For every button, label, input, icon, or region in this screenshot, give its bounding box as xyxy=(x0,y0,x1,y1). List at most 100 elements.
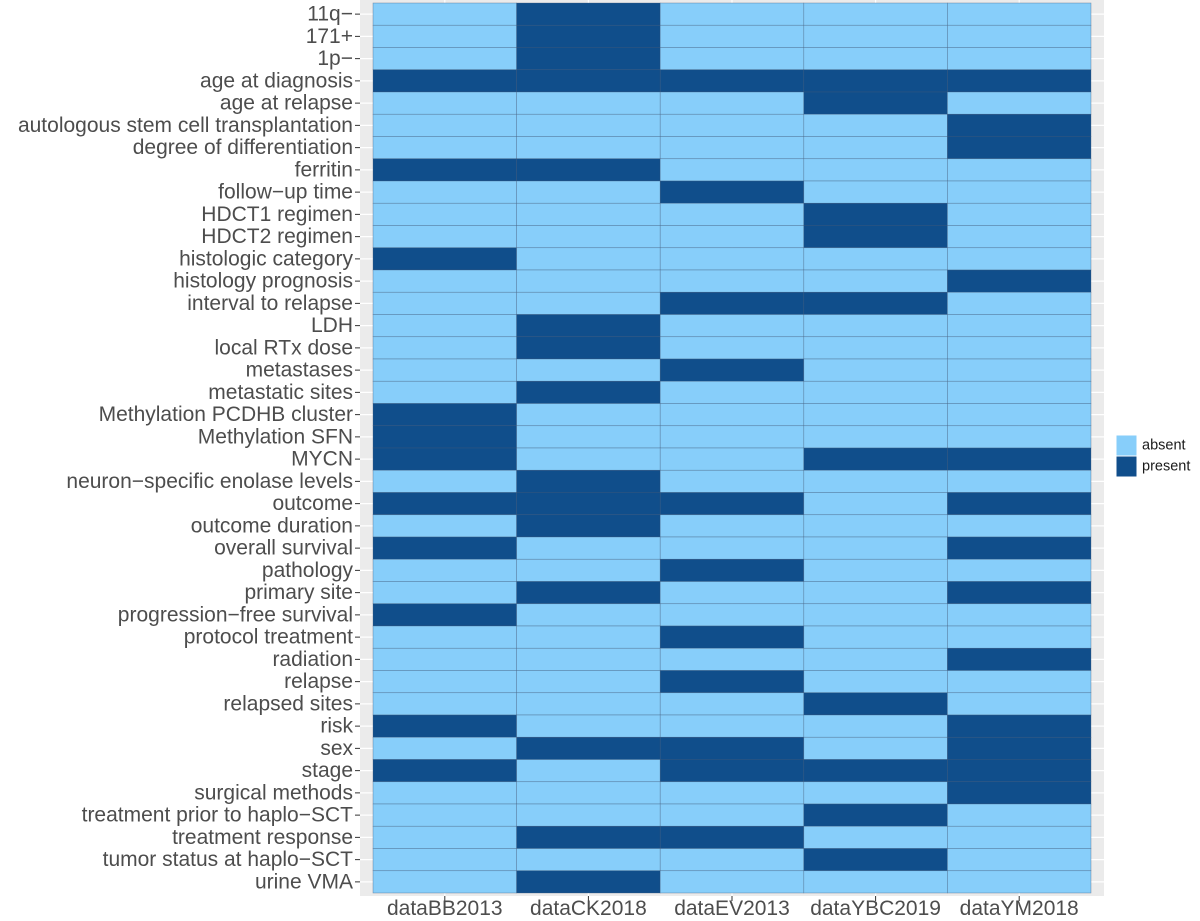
heatmap-tile-present xyxy=(659,180,805,204)
heatmap-tile-absent xyxy=(516,225,661,249)
heatmap-tile-absent xyxy=(659,113,805,137)
heatmap-tile-absent xyxy=(372,225,517,249)
y-tick-label-degree-of-differentiation: degree of differentiation xyxy=(133,136,353,159)
heatmap-tile-absent xyxy=(947,47,1092,71)
heatmap-tile-present xyxy=(947,136,1092,160)
y-tick-label-metastases: metastases xyxy=(246,359,353,382)
y-tick-label-outcome: outcome xyxy=(272,492,353,515)
heatmap-tile-absent xyxy=(803,670,948,694)
heatmap-tile-absent xyxy=(659,136,805,160)
heatmap-tile-absent xyxy=(372,113,517,137)
heatmap-tile-present xyxy=(947,113,1092,137)
heatmap-tile-absent xyxy=(516,269,661,293)
heatmap-tile-present xyxy=(516,69,661,93)
heatmap-tile-absent xyxy=(659,603,805,627)
heatmap-tile-absent xyxy=(803,158,948,182)
heatmap-tile-absent xyxy=(659,781,805,805)
y-tick-label-methylation-pcdhb-cluster: Methylation PCDHB cluster xyxy=(99,403,353,426)
heatmap-tile-absent xyxy=(659,514,805,538)
heatmap-tile-absent xyxy=(372,136,517,160)
y-tick-label-treatment-response: treatment response xyxy=(172,826,353,849)
y-tick-label-relapse: relapse xyxy=(284,670,353,693)
heatmap-tile-absent xyxy=(659,24,805,48)
heatmap-tile-absent xyxy=(947,202,1092,226)
heatmap-tile-absent xyxy=(659,647,805,671)
heatmap-tile-present xyxy=(516,24,661,48)
heatmap-tile-present xyxy=(659,670,805,694)
y-tick-label-ldh: LDH xyxy=(311,314,353,337)
heatmap-tile-absent xyxy=(803,647,948,671)
x-tick-label-dataev2013: dataEV2013 xyxy=(674,897,790,916)
heatmap-tile-absent xyxy=(947,825,1092,849)
heatmap-tile-absent xyxy=(659,2,805,26)
y-tick-label-stage: stage xyxy=(302,759,353,782)
heatmap-tile-absent xyxy=(803,603,948,627)
heatmap-tile-present xyxy=(659,358,805,382)
heatmap-tile-absent xyxy=(659,247,805,271)
heatmap-tile-absent xyxy=(803,269,948,293)
heatmap-tile-absent xyxy=(372,581,517,605)
heatmap-tile-absent xyxy=(803,136,948,160)
heatmap-tile-absent xyxy=(803,2,948,26)
heatmap-tile-absent xyxy=(659,225,805,249)
heatmap-tile-absent xyxy=(516,558,661,582)
heatmap-tile-absent xyxy=(659,91,805,115)
y-tick-label-interval-to-relapse: interval to relapse xyxy=(187,292,353,315)
heatmap-tile-absent xyxy=(659,425,805,449)
heatmap-tile-absent xyxy=(803,581,948,605)
heatmap-tile-absent xyxy=(659,269,805,293)
heatmap-tile-absent xyxy=(803,514,948,538)
heatmap-tile-absent xyxy=(803,714,948,738)
y-tick-label-age-at-diagnosis: age at diagnosis xyxy=(200,69,353,92)
heatmap-tile-present xyxy=(947,447,1092,471)
heatmap-tile-absent xyxy=(659,314,805,338)
heatmap-tile-absent xyxy=(516,848,661,872)
heatmap-tile-absent xyxy=(803,358,948,382)
heatmap-tile-absent xyxy=(372,314,517,338)
y-tick-label-pathology: pathology xyxy=(262,559,354,582)
heatmap-tile-absent xyxy=(947,514,1092,538)
heatmap-tile-absent xyxy=(516,136,661,160)
y-tick-label-relapsed-sites: relapsed sites xyxy=(223,692,353,715)
y-tick-label-age-at-relapse: age at relapse xyxy=(220,92,353,115)
heatmap-tile-absent xyxy=(516,759,661,783)
heatmap-tile-absent xyxy=(803,558,948,582)
heatmap-tile-absent xyxy=(659,403,805,427)
heatmap-tile-absent xyxy=(803,314,948,338)
heatmap-tile-present xyxy=(516,581,661,605)
heatmap-tile-present xyxy=(947,714,1092,738)
heatmap-tile-absent xyxy=(947,158,1092,182)
legend-label-present: present xyxy=(1142,459,1190,475)
heatmap-tile-absent xyxy=(516,291,661,315)
heatmap-tile-present xyxy=(516,736,661,760)
heatmap-tile-absent xyxy=(947,2,1092,26)
heatmap-tile-absent xyxy=(516,91,661,115)
heatmap-tile-present xyxy=(516,469,661,493)
heatmap-tile-present xyxy=(659,759,805,783)
y-tick-label-hdct2-regimen: HDCT2 regimen xyxy=(201,225,353,248)
legend-key-absent xyxy=(1115,434,1138,457)
heatmap-tile-absent xyxy=(372,269,517,293)
heatmap-tile-absent xyxy=(372,692,517,716)
heatmap-tile-present xyxy=(372,759,517,783)
heatmap-tile-present xyxy=(803,759,948,783)
heatmap-tile-present xyxy=(659,558,805,582)
heatmap-tile-absent xyxy=(947,692,1092,716)
heatmap-tile-absent xyxy=(372,736,517,760)
heatmap-tile-absent xyxy=(659,714,805,738)
heatmap-tile-absent xyxy=(947,803,1092,827)
heatmap-tile-absent xyxy=(803,425,948,449)
heatmap-tile-present xyxy=(659,492,805,516)
heatmap-tile-absent xyxy=(803,536,948,560)
heatmap-tile-absent xyxy=(659,202,805,226)
y-tick-label-treatment-prior-to-haplo-sct: treatment prior to haplo−SCT xyxy=(82,804,354,827)
y-tick-label-metastatic-sites: metastatic sites xyxy=(208,381,353,404)
heatmap-tile-present xyxy=(372,447,517,471)
heatmap-tile-present xyxy=(372,492,517,516)
heatmap-tile-absent xyxy=(516,536,661,560)
heatmap-tile-absent xyxy=(516,403,661,427)
heatmap-tile-absent xyxy=(803,825,948,849)
y-tick-label-local-rtx-dose: local RTx dose xyxy=(214,336,353,359)
